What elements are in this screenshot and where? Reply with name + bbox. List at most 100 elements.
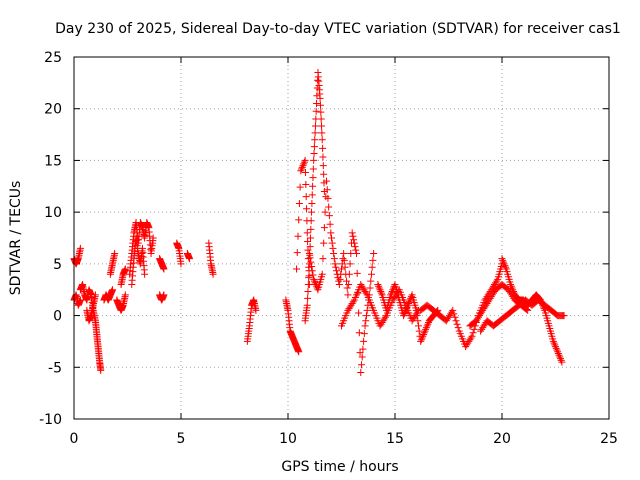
data-point <box>328 234 336 242</box>
data-point <box>305 274 313 282</box>
data-point <box>323 177 331 185</box>
data-points <box>70 69 568 376</box>
data-point <box>121 265 129 273</box>
data-point <box>311 279 319 287</box>
data-point <box>415 322 423 330</box>
data-point <box>335 277 343 285</box>
data-point <box>304 294 312 302</box>
data-point <box>332 263 340 271</box>
data-point <box>310 150 318 158</box>
data-point <box>346 260 354 268</box>
x-tick-labels: 0 5 10 15 20 25 <box>70 431 618 447</box>
data-point <box>403 303 411 311</box>
data-point <box>295 348 303 356</box>
data-point <box>420 331 428 339</box>
data-point <box>326 220 334 228</box>
x-tick-label: 15 <box>386 431 404 447</box>
data-point <box>309 182 317 190</box>
data-point <box>507 281 515 289</box>
x-tick-label: 10 <box>279 431 297 447</box>
data-point <box>297 167 305 175</box>
x-tick-label: 0 <box>70 431 79 447</box>
data-point <box>320 224 328 232</box>
data-point <box>454 324 462 332</box>
data-point <box>109 286 117 294</box>
data-point <box>355 309 363 317</box>
data-point <box>453 320 461 328</box>
data-point <box>302 193 310 201</box>
data-point <box>369 256 377 264</box>
data-point <box>299 162 307 170</box>
y-tick-label: -5 <box>48 360 62 376</box>
data-point <box>318 270 326 278</box>
data-point <box>550 339 558 347</box>
data-point <box>549 337 557 345</box>
data-point <box>500 260 508 268</box>
data-point <box>450 310 458 318</box>
data-point <box>367 277 375 285</box>
data-point <box>351 243 359 251</box>
data-point <box>357 368 365 376</box>
data-point <box>422 324 430 332</box>
data-point <box>343 284 351 292</box>
data-point <box>309 165 317 173</box>
data-point <box>499 258 507 266</box>
data-point <box>319 153 327 161</box>
data-point <box>424 320 432 328</box>
data-point <box>338 265 345 273</box>
data-point <box>362 312 370 320</box>
data-point <box>149 234 157 242</box>
data-point <box>309 271 317 279</box>
x-axis-label: GPS time / hours <box>281 459 398 475</box>
data-point <box>317 115 325 123</box>
data-point <box>330 250 338 258</box>
data-point <box>370 250 378 258</box>
data-point <box>381 313 389 321</box>
data-point <box>298 165 306 173</box>
data-point <box>353 269 361 277</box>
data-point <box>160 265 168 273</box>
data-point <box>339 255 347 263</box>
data-point <box>345 281 353 289</box>
data-point <box>560 312 568 320</box>
data-point <box>349 298 357 306</box>
data-point <box>555 351 563 359</box>
data-point <box>423 322 431 330</box>
data-point <box>421 327 429 335</box>
data-point <box>304 287 312 295</box>
data-point <box>402 305 410 313</box>
data-point <box>344 291 352 299</box>
data-point <box>325 212 333 220</box>
data-point <box>363 306 371 314</box>
data-point <box>306 234 314 242</box>
data-point <box>340 250 348 258</box>
data-point <box>311 129 319 137</box>
data-point <box>355 329 363 337</box>
data-point <box>306 254 314 262</box>
data-point <box>308 200 316 208</box>
data-point <box>404 301 412 309</box>
data-point <box>333 267 341 275</box>
y-tick-label: 0 <box>53 309 62 325</box>
data-point <box>507 282 515 290</box>
data-point <box>293 265 301 273</box>
data-point <box>301 156 309 164</box>
data-point <box>377 287 385 295</box>
data-point <box>374 281 382 289</box>
data-point <box>306 243 314 251</box>
data-point <box>470 325 478 333</box>
data-point <box>419 332 427 340</box>
data-point <box>319 162 327 170</box>
data-point <box>367 270 375 278</box>
data-point <box>341 263 349 271</box>
data-point <box>331 260 339 268</box>
y-axis-label: SDTVAR / TECUs <box>8 181 24 296</box>
data-point <box>310 143 318 151</box>
data-point <box>324 194 332 202</box>
data-point <box>296 183 304 191</box>
data-point <box>298 163 306 171</box>
data-point <box>362 289 370 297</box>
data-point <box>294 232 302 240</box>
data-point <box>321 208 329 216</box>
data-point <box>313 100 321 108</box>
